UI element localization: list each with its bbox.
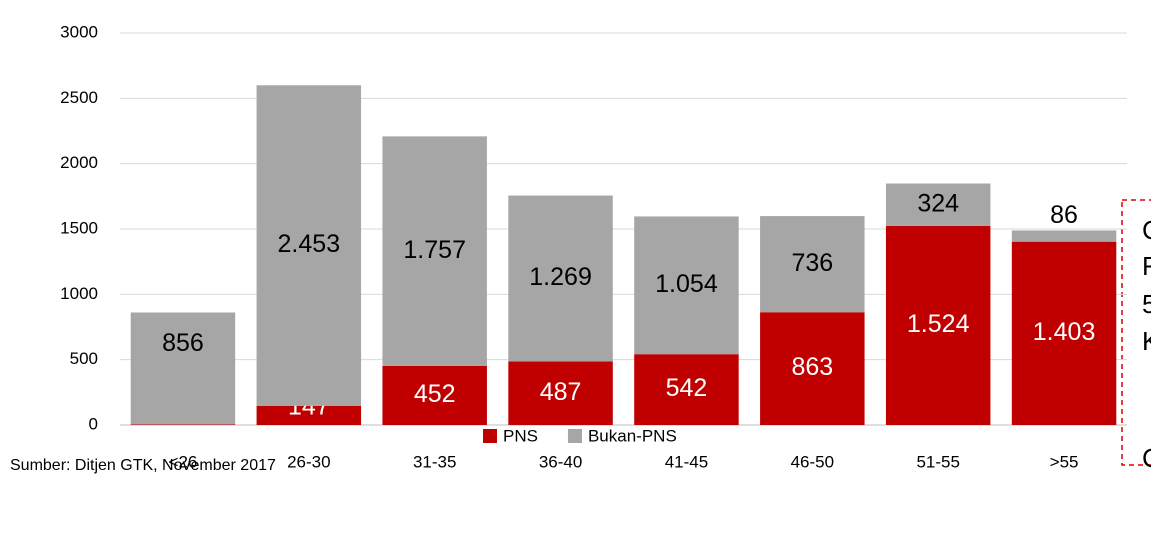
bar-segment — [1011, 241, 1117, 425]
value-label: 2.453 — [278, 230, 341, 258]
bar-segment — [885, 225, 991, 425]
y-tick-label: 3000 — [60, 22, 98, 41]
bar-segment — [508, 361, 613, 425]
annotation-text: C — [1142, 215, 1151, 245]
bar-segment — [1011, 230, 1117, 242]
legend-label: Bukan-PNS — [588, 426, 677, 445]
legend-label: PNS — [503, 426, 538, 445]
y-tick-label: 2500 — [60, 88, 98, 107]
x-tick-label: 31-35 — [413, 452, 456, 471]
x-tick-label: 26-30 — [287, 452, 330, 471]
x-tick-label: 46-50 — [791, 452, 834, 471]
legend-swatch — [483, 429, 497, 443]
y-tick-label: 500 — [70, 349, 98, 368]
value-label: 452 — [414, 380, 456, 408]
bar-segment — [508, 195, 613, 362]
value-label: 1.757 — [403, 236, 466, 264]
value-label: 487 — [540, 378, 582, 406]
value-label: 86 — [1050, 201, 1078, 229]
bar-segment — [130, 312, 236, 425]
y-tick-label: 1500 — [60, 218, 98, 237]
x-tick-label: 51-55 — [916, 452, 959, 471]
value-label: 736 — [791, 249, 833, 277]
bar-segment — [634, 216, 739, 355]
bar-segment — [382, 365, 487, 425]
value-label: 856 — [162, 329, 204, 357]
legend-swatch — [567, 429, 582, 443]
annotation-box — [1121, 199, 1151, 466]
value-label: 324 — [917, 189, 959, 217]
bar-segment — [760, 312, 865, 425]
source: Sumber: Ditjen GTK, November 2017 — [10, 457, 276, 474]
y-tick-label: 0 — [89, 414, 98, 433]
x-tick-label: <26 — [169, 452, 198, 471]
x-tick-label: 41-45 — [665, 452, 708, 471]
bar-segment — [382, 136, 487, 366]
value-label: 1.054 — [655, 270, 718, 298]
x-tick-label: 36-40 — [539, 452, 582, 471]
bar-segment — [256, 85, 362, 406]
value-label: 542 — [666, 374, 708, 402]
bar-segment — [634, 354, 739, 425]
x-tick-label: >55 — [1050, 452, 1079, 471]
y-tick-label: 1000 — [60, 284, 98, 303]
annotation-text: 5 — [1142, 289, 1151, 319]
bar-segment — [760, 216, 865, 313]
value-label: 1.403 — [1033, 318, 1096, 346]
annotation-text: K — [1142, 326, 1151, 356]
value-label: 1.524 — [907, 310, 970, 338]
bar-segment — [130, 424, 236, 425]
value-label: 1.269 — [529, 263, 592, 291]
annotation-text: F — [1142, 251, 1151, 281]
bar-segment — [885, 183, 991, 226]
annotation-text: C — [1142, 443, 1151, 473]
value-label: 863 — [791, 353, 833, 381]
y-tick-label: 2000 — [60, 153, 98, 172]
bar-segment — [256, 405, 362, 425]
